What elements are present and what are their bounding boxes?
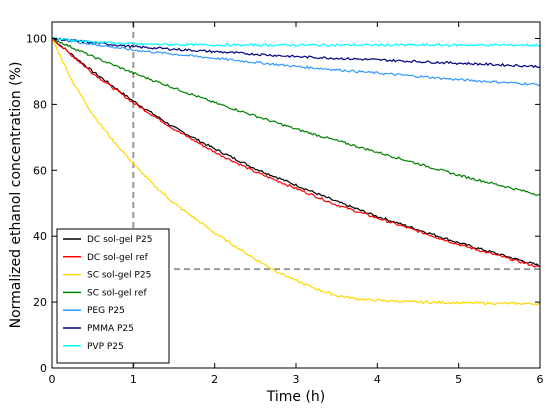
y-tick-label: 40	[33, 230, 47, 243]
y-tick-label: 100	[26, 32, 47, 45]
x-tick-label: 0	[49, 373, 56, 386]
x-tick-label: 2	[211, 373, 218, 386]
series-line-pvp-p25	[51, 36, 541, 48]
y-tick-label: 60	[33, 164, 47, 177]
legend-entry-label: SC sol-gel P25	[87, 271, 151, 281]
x-tick-label: 6	[537, 373, 544, 386]
x-tick-label: 4	[374, 373, 381, 386]
series-line-peg-p25	[51, 37, 541, 87]
y-tick-label: 20	[33, 296, 47, 309]
legend-box	[56, 228, 170, 364]
x-axis-title: Time (h)	[266, 389, 326, 405]
legend-entry-label: PEG P25	[87, 306, 125, 316]
plot-layer	[51, 22, 541, 368]
legend-entry-label: PMMA P25	[87, 324, 134, 334]
legend-entry-label: PVP P25	[87, 342, 124, 352]
y-tick-label: 0	[40, 362, 47, 375]
legend-entry-label: SC sol-gel ref	[87, 288, 147, 298]
legend-entry-label: DC sol-gel ref	[87, 253, 149, 263]
series-line-pmma-p25	[51, 36, 541, 69]
y-axis-title: Normalized ethanol concentration (%)	[8, 62, 24, 329]
x-tick-label: 5	[455, 373, 462, 386]
x-tick-label: 1	[130, 373, 137, 386]
legend: DC sol-gel P25 DC sol-gel ref SC sol-gel P…	[56, 228, 170, 364]
series-line-dc-sol-gel-p25	[51, 38, 541, 268]
series-line-dc-sol-gel-ref	[51, 37, 541, 268]
series-line-sc-sol-gel-ref	[51, 37, 541, 196]
y-tick-label: 80	[33, 98, 47, 111]
series-line-sc-sol-gel-p25	[51, 38, 541, 306]
legend-entry-label: DC sol-gel P25	[87, 235, 153, 245]
x-tick-label: 3	[293, 373, 300, 386]
